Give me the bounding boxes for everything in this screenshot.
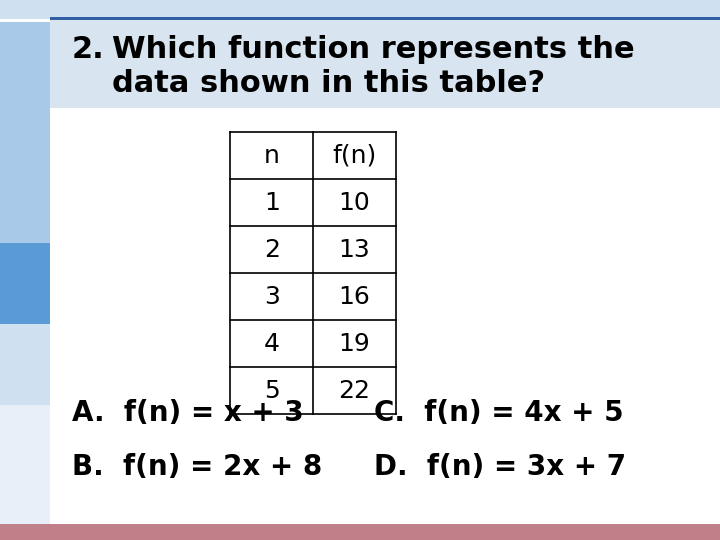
Text: D.  f(n) = 3x + 7: D. f(n) = 3x + 7 [374, 453, 626, 481]
Text: n: n [264, 144, 280, 168]
Text: 22: 22 [338, 379, 371, 403]
Text: 13: 13 [338, 238, 371, 262]
Text: 19: 19 [338, 332, 371, 356]
Text: 5: 5 [264, 379, 279, 403]
Text: C.  f(n) = 4x + 5: C. f(n) = 4x + 5 [374, 399, 624, 427]
Bar [0, 405, 50, 524]
Text: f(n): f(n) [333, 144, 377, 168]
Text: Which function represents the: Which function represents the [112, 35, 634, 64]
Bar [50, 17, 720, 20]
Text: 10: 10 [338, 191, 371, 215]
Bar [0, 0, 720, 19]
Text: data shown in this table?: data shown in this table? [112, 69, 545, 98]
Bar [0, 324, 50, 405]
Text: 4: 4 [264, 332, 280, 356]
Text: B.  f(n) = 2x + 8: B. f(n) = 2x + 8 [72, 453, 323, 481]
Text: 2: 2 [264, 238, 280, 262]
Bar [0, 524, 720, 540]
Text: 2.: 2. [72, 35, 104, 64]
Text: A.  f(n) = x + 3: A. f(n) = x + 3 [72, 399, 304, 427]
Text: 16: 16 [338, 285, 371, 309]
Text: 3: 3 [264, 285, 280, 309]
Bar [0, 243, 50, 324]
Bar [0, 22, 50, 243]
Text: 1: 1 [264, 191, 280, 215]
Bar [50, 19, 720, 108]
